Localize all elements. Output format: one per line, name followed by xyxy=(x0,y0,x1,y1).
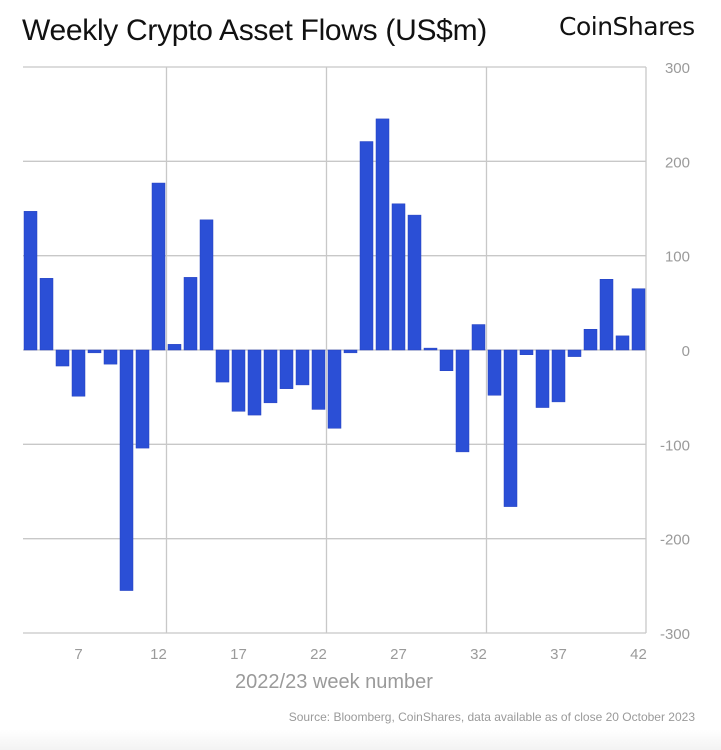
bar-week-9 xyxy=(103,349,118,365)
bar-week-7 xyxy=(71,349,86,397)
bar-week-30 xyxy=(439,349,454,372)
x-tick-label: 32 xyxy=(470,646,487,663)
bar-week-36 xyxy=(535,349,550,408)
x-axis-label: 2022/23 week number xyxy=(235,671,433,693)
bar-week-25 xyxy=(359,141,374,351)
bar-week-5 xyxy=(39,278,54,351)
bar-week-35 xyxy=(519,349,534,355)
chart-title: Weekly Crypto Asset Flows (US$m) xyxy=(22,14,487,47)
y-tick-label: 200 xyxy=(665,154,690,171)
x-axis-ticks: 7 12 17 22 27 32 37 42 xyxy=(74,646,647,663)
bar-week-33 xyxy=(487,349,502,396)
bar-week-4 xyxy=(23,211,38,351)
y-tick-label: -100 xyxy=(660,437,690,454)
bar-week-8 xyxy=(87,349,102,354)
bar-week-18 xyxy=(247,349,262,416)
bar-week-21 xyxy=(295,349,310,386)
y-tick-label: 100 xyxy=(665,249,690,266)
bar-week-31 xyxy=(455,349,470,453)
bar-week-20 xyxy=(279,349,294,389)
x-tick-label: 7 xyxy=(74,646,82,663)
x-tick-label: 42 xyxy=(630,646,647,663)
y-tick-label: 0 xyxy=(682,343,690,360)
bar-week-14 xyxy=(183,277,198,351)
bar-week-26 xyxy=(375,118,390,351)
bar-week-27 xyxy=(391,203,406,351)
bar-week-42 xyxy=(631,288,646,351)
coinshares-logo: CoinShares xyxy=(559,12,695,41)
y-tick-label: 300 xyxy=(665,60,690,77)
y-tick-label: -300 xyxy=(660,626,690,643)
bar-week-12 xyxy=(151,182,166,351)
bar-week-29 xyxy=(423,347,438,351)
bar-week-28 xyxy=(407,214,422,351)
bar-week-40 xyxy=(599,279,614,351)
bar-week-24 xyxy=(343,349,358,354)
bar-week-37 xyxy=(551,349,566,403)
x-tick-label: 37 xyxy=(550,646,567,663)
bars xyxy=(23,118,646,591)
bar-week-13 xyxy=(167,344,182,351)
x-tick-label: 22 xyxy=(310,646,327,663)
bar-week-34 xyxy=(503,349,518,507)
bar-week-32 xyxy=(471,324,486,351)
bar-week-19 xyxy=(263,349,278,404)
bar-week-17 xyxy=(231,349,246,412)
bar-week-11 xyxy=(135,349,150,449)
bar-week-10 xyxy=(119,349,134,591)
x-tick-label: 17 xyxy=(230,646,247,663)
bar-week-6 xyxy=(55,349,70,367)
bar-week-39 xyxy=(583,328,598,351)
bar-week-15 xyxy=(199,219,214,351)
y-tick-label: -200 xyxy=(660,532,690,549)
bar-week-38 xyxy=(567,349,582,357)
y-axis-ticks: 300 200 100 0 -100 -200 -300 xyxy=(660,60,690,643)
bar-week-22 xyxy=(311,349,326,410)
bar-week-16 xyxy=(215,349,230,383)
source-note: Source: Bloomberg, CoinShares, data avai… xyxy=(288,710,695,724)
bar-week-41 xyxy=(615,335,630,351)
bar-week-23 xyxy=(327,349,342,429)
x-tick-label: 12 xyxy=(150,646,167,663)
x-tick-label: 27 xyxy=(390,646,407,663)
bar-chart: 300 200 100 0 -100 -200 -300 7 12 17 22 27 32 37 42 2… xyxy=(23,60,690,693)
bottom-fade xyxy=(0,730,721,750)
